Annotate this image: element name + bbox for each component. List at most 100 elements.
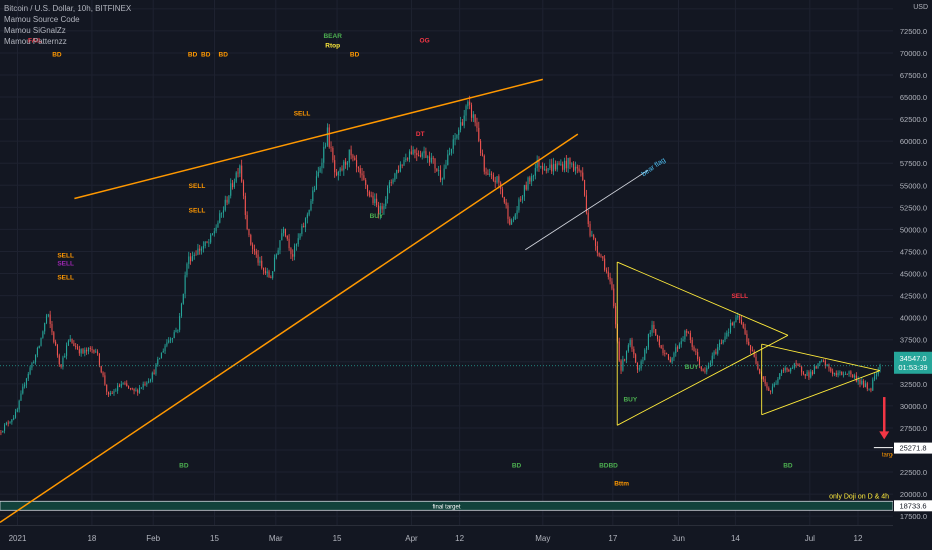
candle-body <box>609 276 611 282</box>
candle-body <box>332 148 334 161</box>
candle-body <box>826 364 828 367</box>
candle-body <box>372 195 374 204</box>
candle-body <box>237 172 239 174</box>
candle-body <box>78 349 80 354</box>
candle-body <box>611 281 613 289</box>
price-tick-label: 70000.0 <box>900 49 927 58</box>
candle-body <box>25 378 27 385</box>
time-tick-label: 12 <box>854 534 863 543</box>
candle-body <box>587 212 589 225</box>
candle-body <box>175 330 177 333</box>
candle-body <box>750 345 752 351</box>
candle-body <box>467 101 469 107</box>
candle-body <box>252 244 254 249</box>
candle-body <box>11 419 13 423</box>
price-tick-label: 40000.0 <box>900 314 927 323</box>
candle-body <box>708 365 710 369</box>
candle-body <box>120 383 122 387</box>
candle-body <box>301 225 303 234</box>
time-axis-bg <box>0 525 932 550</box>
candle-body <box>363 175 365 180</box>
candle-body <box>268 271 270 277</box>
candle-body <box>582 172 584 180</box>
candle-body <box>656 335 659 340</box>
indicator-patternzz[interactable]: Mamou Patternzz <box>4 37 67 46</box>
final-target-badge[interactable] <box>894 500 932 512</box>
candle-body <box>179 316 181 330</box>
candle-body <box>607 271 609 277</box>
candle-body <box>693 346 695 352</box>
candle-body <box>82 349 84 353</box>
trendline-8[interactable] <box>761 370 881 416</box>
candle-body <box>299 233 301 239</box>
indicator-signalzz[interactable]: Mamou SiGnalZz <box>4 26 66 35</box>
candle-body <box>593 235 595 239</box>
candle-body <box>279 240 281 251</box>
candle-body <box>272 271 274 278</box>
candle-body <box>18 400 20 410</box>
trendline-5[interactable] <box>617 334 789 426</box>
indicator-source-code[interactable]: Mamou Source Code <box>4 15 80 24</box>
time-axis[interactable]: 2021 18 Feb 15 Mar 15 Apr 12 May 17 Jun 14 Jul 12 <box>0 525 932 550</box>
candle-body <box>436 168 438 171</box>
last-price-badge[interactable] <box>894 351 932 374</box>
candle-body <box>472 114 474 118</box>
trendline-0[interactable] <box>74 78 543 200</box>
final-target-label: final target <box>432 504 460 510</box>
candle-body <box>416 152 418 156</box>
price-tick-label: 72500.0 <box>900 27 927 36</box>
trendline-1[interactable] <box>0 133 579 523</box>
candle-body <box>589 224 591 236</box>
candle-body <box>655 328 657 336</box>
candle-body <box>113 391 115 394</box>
candle-body <box>160 352 162 359</box>
signal-label: BD <box>350 51 360 58</box>
candle-body <box>368 191 370 196</box>
candle-body <box>275 254 277 258</box>
candle-body <box>341 168 343 171</box>
symbol-title[interactable]: Bitcoin / U.S. Dollar, 10h, BITFINEX <box>4 4 132 13</box>
candle-body <box>554 163 556 170</box>
candle-body <box>768 388 770 391</box>
candle-body <box>638 368 640 370</box>
candle-body <box>578 168 580 172</box>
candle-body <box>788 369 790 372</box>
candle-body <box>412 149 414 155</box>
price-axis[interactable]: USD17500.020000.022500.025000.027500.030… <box>893 0 932 550</box>
candle-body <box>861 380 863 385</box>
trendline-6[interactable] <box>761 343 880 372</box>
candle-body <box>443 168 445 179</box>
candle-body <box>558 163 560 165</box>
candle-body <box>259 260 261 263</box>
target-price-badge[interactable] <box>894 442 932 454</box>
candle-body <box>799 365 801 367</box>
trendline-2[interactable] <box>525 169 649 251</box>
candle-body <box>615 306 617 325</box>
candle-body <box>193 254 195 257</box>
candle-body <box>839 371 841 373</box>
candle-body <box>691 339 693 347</box>
candle-body <box>822 360 825 362</box>
signal-label: DT <box>416 131 425 138</box>
trendline-3[interactable] <box>617 261 789 336</box>
candle-body <box>711 355 713 363</box>
candle-body <box>42 331 44 338</box>
candle-body <box>596 245 598 253</box>
candle-body <box>784 367 786 371</box>
candle-body <box>844 373 846 375</box>
candle-body <box>277 250 279 255</box>
candle-body <box>308 210 310 215</box>
price-tick-label: 32500.0 <box>900 380 927 389</box>
candle-body <box>549 164 551 169</box>
candle-body <box>748 341 750 346</box>
signal-label: BD <box>188 51 198 58</box>
candle-body <box>441 178 443 180</box>
candle-body <box>602 256 604 259</box>
candle-body <box>2 430 4 433</box>
candle-body <box>518 199 520 211</box>
candle-body <box>13 417 15 420</box>
candle-body <box>317 171 319 177</box>
candle-body <box>631 339 633 350</box>
candle-body <box>294 245 296 257</box>
